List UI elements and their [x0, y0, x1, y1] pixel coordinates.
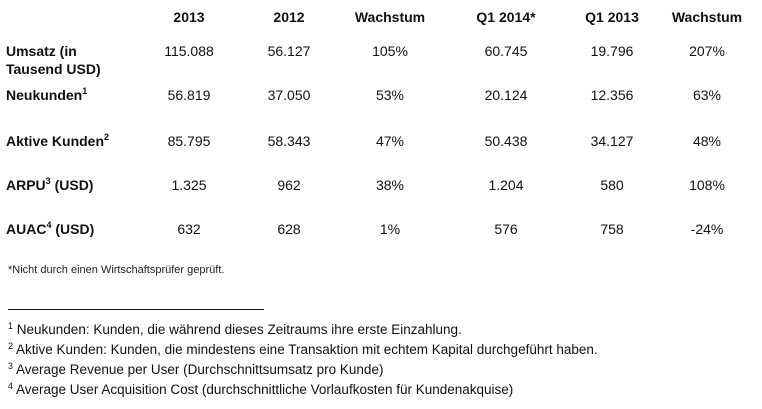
footnote-2: 2 Aktive Kunden: Kunden, die mindestens …: [8, 340, 758, 360]
row-label-auac: AUAC4 (USD): [6, 220, 134, 256]
header-cell-q1-2014: Q1 2014*: [476, 9, 536, 25]
row-label-text: Aktive Kunden: [6, 133, 105, 149]
table-cell: 758: [600, 221, 624, 237]
table-cell: 1%: [379, 221, 401, 237]
row-label-neukunden: Neukunden1: [6, 86, 134, 132]
table-cell: 207%: [689, 43, 725, 59]
footnote-text: Average User Acquisition Cost (durchschn…: [13, 382, 514, 397]
row-label-text: Umsatz (in Tausend USD): [6, 43, 101, 77]
table-cell: 56.127: [267, 43, 311, 59]
table-cell: 85.795: [167, 133, 211, 149]
row-label-text: ARPU: [6, 177, 46, 193]
footnote-marker: 3: [45, 176, 51, 186]
table-cell: 1.325: [171, 177, 207, 193]
table-cell: 63%: [692, 87, 722, 103]
footnote-number: 2: [8, 341, 14, 351]
header-cell-2012: 2012: [273, 9, 305, 25]
footnote-4: 4 Average User Acquisition Cost (durchsc…: [8, 380, 758, 400]
footnote-text: Neukunden: Kunden, die während dieses Ze…: [13, 322, 462, 337]
footnote-text: Average Revenue per User (Durchschnittsu…: [13, 362, 384, 377]
table-cell: 962: [277, 177, 301, 193]
row-label-text: AUAC: [6, 221, 47, 237]
table-cell: 105%: [372, 43, 408, 59]
table-cell: 19.796: [590, 43, 634, 59]
footnote-marker: 1: [82, 86, 88, 96]
table-cell: 12.356: [590, 87, 634, 103]
table-cell: 34.127: [590, 133, 634, 149]
row-label-suffix: (USD): [50, 177, 94, 193]
row-label-text: Neukunden: [6, 87, 83, 103]
table-row-auac: AUAC4 (USD) 632 628 1% 576 758 -24%: [6, 220, 756, 256]
financial-table-container: 2013 2012 Wachstum Q1 2014* Q1 2013 Wach…: [6, 6, 756, 256]
header-cell-q1-2013: Q1 2013: [585, 9, 639, 25]
header-cell-empty: [6, 6, 134, 42]
table-row-neukunden: Neukunden1 56.819 37.050 53% 20.124 12.3…: [6, 86, 756, 132]
table-cell: 576: [494, 221, 518, 237]
table-row-umsatz: Umsatz (in Tausend USD) 115.088 56.127 1…: [6, 42, 756, 86]
table-cell: 47%: [375, 133, 405, 149]
footnote-number: 1: [8, 321, 14, 331]
table-cell: 50.438: [484, 133, 528, 149]
footnote-1: 1 Neukunden: Kunden, die während dieses …: [8, 320, 758, 340]
table-cell: 58.343: [267, 133, 311, 149]
table-row-aktive-kunden: Aktive Kunden2 85.795 58.343 47% 50.438 …: [6, 132, 756, 176]
footnote-divider: [8, 309, 264, 310]
footnote-number: 4: [8, 381, 14, 391]
footnote-text: Aktive Kunden: Kunden, die mindestens ei…: [13, 342, 598, 357]
row-label-suffix: (USD): [51, 221, 95, 237]
footnotes: 1 Neukunden: Kunden, die während dieses …: [8, 320, 758, 400]
footnote-3: 3 Average Revenue per User (Durchschnitt…: [8, 360, 758, 380]
table-cell: 48%: [692, 133, 722, 149]
table-cell: 56.819: [167, 87, 211, 103]
footnote-marker: 2: [104, 132, 110, 142]
table-row-arpu: ARPU3 (USD) 1.325 962 38% 1.204 580 108%: [6, 176, 756, 220]
header-row: 2013 2012 Wachstum Q1 2014* Q1 2013 Wach…: [6, 6, 756, 42]
row-label-arpu: ARPU3 (USD): [6, 176, 134, 220]
table-cell: 1.204: [488, 177, 524, 193]
table-cell: 20.124: [484, 87, 528, 103]
audit-note: *Nicht durch einen Wirtschaftsprüfer gep…: [8, 264, 225, 276]
table-cell: 60.745: [484, 43, 528, 59]
table-cell: 108%: [689, 177, 725, 193]
table-cell: -24%: [690, 221, 724, 237]
financial-table: 2013 2012 Wachstum Q1 2014* Q1 2013 Wach…: [6, 6, 756, 256]
header-cell-wachstum-annual: Wachstum: [354, 9, 426, 25]
table-cell: 38%: [375, 177, 405, 193]
row-label-aktive-kunden: Aktive Kunden2: [6, 132, 134, 176]
header-cell-2013: 2013: [173, 9, 205, 25]
table-cell: 632: [177, 221, 201, 237]
table-cell: 37.050: [267, 87, 311, 103]
table-cell: 580: [600, 177, 624, 193]
table-cell: 115.088: [164, 43, 214, 59]
footnote-marker: 4: [46, 220, 52, 230]
header-cell-wachstum-quarterly: Wachstum: [671, 9, 743, 25]
footnote-number: 3: [8, 361, 14, 371]
row-label-umsatz: Umsatz (in Tausend USD): [6, 42, 134, 86]
table-cell: 628: [277, 221, 301, 237]
table-cell: 53%: [375, 87, 405, 103]
